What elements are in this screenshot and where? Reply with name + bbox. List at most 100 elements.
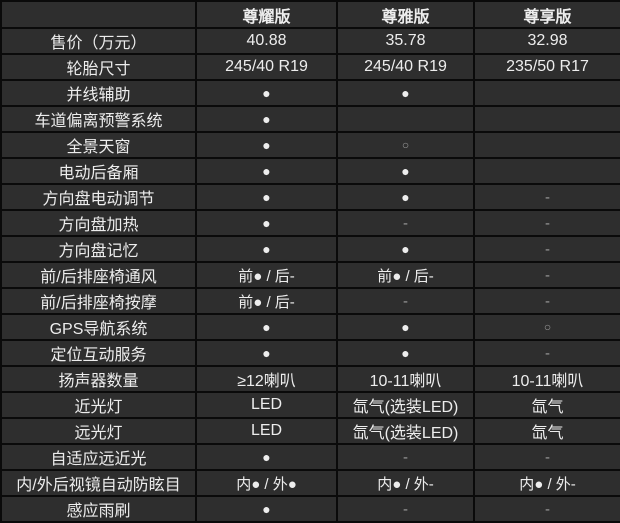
trim-header-zunxiang: 尊享版	[473, 0, 620, 29]
included-dot-icon: ●	[336, 313, 475, 341]
table-row: 定位互动服务 ● ● -	[0, 339, 620, 367]
empty-cell	[473, 79, 620, 107]
value-cell: 内● / 外-	[336, 469, 475, 497]
value-cell: 前● / 后-	[336, 261, 475, 289]
table-row: 方向盘电动调节 ● ● -	[0, 183, 620, 211]
value-cell: LED	[195, 417, 338, 445]
table-row: 全景天窗 ● ○	[0, 131, 620, 159]
included-dot-icon: ●	[336, 339, 475, 367]
feature-label: 内/外后视镜自动防眩目	[0, 469, 197, 497]
table-row: 方向盘加热 ● - -	[0, 209, 620, 237]
included-dot-icon: ●	[195, 105, 338, 133]
value-cell: 10-11喇叭	[473, 365, 620, 393]
value-cell: 245/40 R19	[336, 53, 475, 81]
table-row: 并线辅助 ● ●	[0, 79, 620, 107]
feature-label: 感应雨刷	[0, 495, 197, 523]
trim-header-zunya: 尊雅版	[336, 0, 475, 29]
not-available-dash: -	[473, 235, 620, 263]
optional-circle-icon: ○	[336, 131, 475, 159]
table-row: 远光灯 LED 氙气(选装LED) 氙气	[0, 417, 620, 445]
feature-label: 方向盘加热	[0, 209, 197, 237]
included-dot-icon: ●	[195, 443, 338, 471]
value-cell: 内● / 外-	[473, 469, 620, 497]
included-dot-icon: ●	[195, 183, 338, 211]
value-cell: 40.88	[195, 27, 338, 55]
value-cell: 内● / 外●	[195, 469, 338, 497]
included-dot-icon: ●	[195, 157, 338, 185]
value-cell: 氙气(选装LED)	[336, 417, 475, 445]
value-cell: 氙气(选装LED)	[336, 391, 475, 419]
included-dot-icon: ●	[195, 235, 338, 263]
feature-label: 并线辅助	[0, 79, 197, 107]
not-available-dash: -	[336, 495, 475, 523]
not-available-dash: -	[336, 443, 475, 471]
feature-label: 售价（万元）	[0, 27, 197, 55]
table-row: GPS导航系统 ● ● ○	[0, 313, 620, 341]
not-available-dash: -	[473, 495, 620, 523]
table-row: 内/外后视镜自动防眩目 内● / 外● 内● / 外- 内● / 外-	[0, 469, 620, 497]
feature-label: 方向盘电动调节	[0, 183, 197, 211]
table-row: 前/后排座椅按摩 前● / 后- - -	[0, 287, 620, 315]
table-row: 轮胎尺寸 245/40 R19 245/40 R19 235/50 R17	[0, 53, 620, 81]
value-cell: 235/50 R17	[473, 53, 620, 81]
value-cell: 35.78	[336, 27, 475, 55]
feature-label: 车道偏离预警系统	[0, 105, 197, 133]
included-dot-icon: ●	[195, 79, 338, 107]
not-available-dash: -	[473, 443, 620, 471]
empty-cell	[473, 105, 620, 133]
not-available-dash: -	[473, 209, 620, 237]
feature-label: 方向盘记忆	[0, 235, 197, 263]
table-body: 售价（万元） 40.88 35.78 32.98 轮胎尺寸 245/40 R19 245/4…	[0, 27, 620, 523]
feature-label: 全景天窗	[0, 131, 197, 159]
table-header-row: 尊耀版 尊雅版 尊享版	[0, 0, 620, 29]
table-row: 车道偏离预警系统 ●	[0, 105, 620, 133]
table-row: 电动后备厢 ● ●	[0, 157, 620, 185]
value-cell: 氙气	[473, 417, 620, 445]
feature-label: 电动后备厢	[0, 157, 197, 185]
value-cell: 前● / 后-	[195, 261, 338, 289]
table-row: 前/后排座椅通风 前● / 后- 前● / 后- -	[0, 261, 620, 289]
table-row: 方向盘记忆 ● ● -	[0, 235, 620, 263]
empty-cell	[473, 131, 620, 159]
value-cell: 245/40 R19	[195, 53, 338, 81]
value-cell: ≥12喇叭	[195, 365, 338, 393]
included-dot-icon: ●	[195, 339, 338, 367]
feature-label: 前/后排座椅按摩	[0, 287, 197, 315]
not-available-dash: -	[336, 209, 475, 237]
included-dot-icon: ●	[336, 157, 475, 185]
value-cell: 10-11喇叭	[336, 365, 475, 393]
empty-cell	[473, 157, 620, 185]
value-cell: LED	[195, 391, 338, 419]
included-dot-icon: ●	[195, 313, 338, 341]
table-row: 感应雨刷 ● - -	[0, 495, 620, 523]
feature-label: 定位互动服务	[0, 339, 197, 367]
included-dot-icon: ●	[336, 183, 475, 211]
feature-label: 前/后排座椅通风	[0, 261, 197, 289]
trim-header-zunyao: 尊耀版	[195, 0, 338, 29]
not-available-dash: -	[473, 339, 620, 367]
not-available-dash: -	[336, 287, 475, 315]
included-dot-icon: ●	[195, 495, 338, 523]
empty-cell	[336, 105, 475, 133]
feature-label: 近光灯	[0, 391, 197, 419]
table-row: 扬声器数量 ≥12喇叭 10-11喇叭 10-11喇叭	[0, 365, 620, 393]
table-row: 售价（万元） 40.88 35.78 32.98	[0, 27, 620, 55]
included-dot-icon: ●	[336, 235, 475, 263]
feature-label: 轮胎尺寸	[0, 53, 197, 81]
not-available-dash: -	[473, 261, 620, 289]
feature-label: 自适应远近光	[0, 443, 197, 471]
feature-label: GPS导航系统	[0, 313, 197, 341]
feature-column-header	[0, 0, 197, 29]
feature-label: 扬声器数量	[0, 365, 197, 393]
value-cell: 32.98	[473, 27, 620, 55]
included-dot-icon: ●	[336, 79, 475, 107]
value-cell: 前● / 后-	[195, 287, 338, 315]
optional-circle-icon: ○	[473, 313, 620, 341]
included-dot-icon: ●	[195, 131, 338, 159]
value-cell: 氙气	[473, 391, 620, 419]
feature-label: 远光灯	[0, 417, 197, 445]
not-available-dash: -	[473, 183, 620, 211]
table-row: 近光灯 LED 氙气(选装LED) 氙气	[0, 391, 620, 419]
table-row: 自适应远近光 ● - -	[0, 443, 620, 471]
